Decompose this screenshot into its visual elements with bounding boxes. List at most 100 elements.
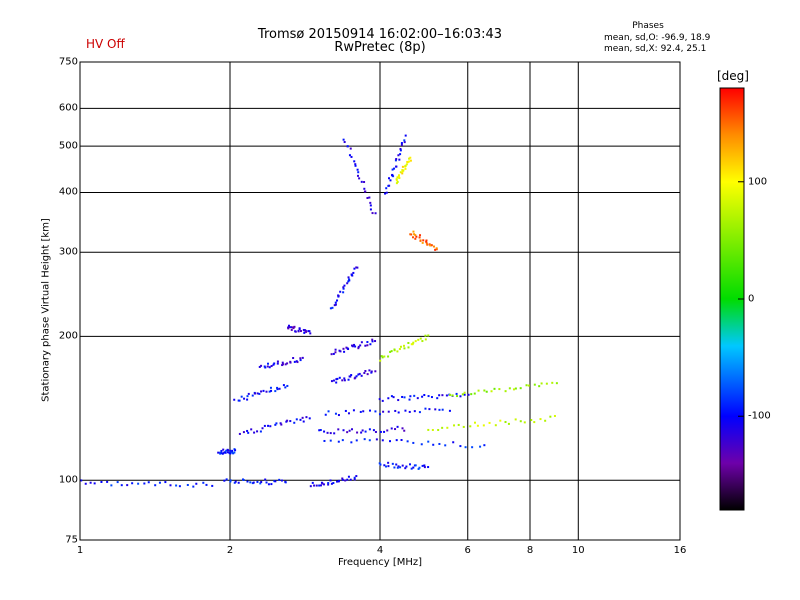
echo-point: [357, 373, 360, 376]
phases-x-stats: mean, sd,X: 92.4, 25.1: [604, 44, 707, 54]
echo-point: [434, 248, 437, 251]
echo-point: [337, 294, 340, 297]
echo-point: [426, 243, 429, 246]
echo-point: [427, 440, 430, 443]
echo-point: [519, 420, 522, 423]
echo-point: [347, 475, 350, 478]
echo-point: [311, 481, 314, 484]
echo-point: [330, 353, 333, 356]
echo-point: [355, 475, 358, 478]
echo-point: [371, 340, 374, 343]
echo-point: [339, 350, 342, 353]
echo-point: [390, 174, 393, 177]
echo-point: [260, 364, 263, 367]
echo-point: [395, 463, 398, 466]
echo-point: [371, 338, 374, 341]
echo-point: [412, 341, 415, 344]
echo-point: [120, 484, 123, 487]
echo-point: [347, 378, 350, 381]
echo-point: [407, 341, 410, 344]
echo-point: [356, 266, 359, 269]
echo-point: [222, 452, 225, 455]
echo-point: [461, 393, 464, 396]
echo-point: [249, 481, 252, 484]
echo-point: [551, 381, 554, 384]
echo-point: [229, 480, 232, 483]
echo-point: [366, 196, 369, 199]
echo-point: [392, 175, 395, 178]
echo-point: [424, 407, 427, 410]
echo-point: [378, 462, 381, 465]
echo-point: [351, 428, 354, 431]
echo-point: [251, 394, 254, 397]
y-tick-label: 600: [58, 102, 78, 114]
echo-point: [414, 234, 417, 237]
echo-point: [234, 449, 237, 452]
echo-point: [403, 141, 406, 144]
x-tick-label: 8: [526, 545, 534, 556]
echo-point: [363, 438, 366, 441]
echo-point: [412, 466, 415, 469]
echo-point: [131, 482, 134, 485]
echo-point: [396, 180, 399, 183]
echo-point: [490, 390, 493, 393]
echo-point: [260, 480, 263, 483]
echo-point: [404, 134, 407, 137]
echo-point: [397, 154, 400, 157]
echo-point: [473, 421, 476, 424]
colorbar-tick-label: 0: [748, 293, 755, 305]
echo-point: [362, 410, 365, 413]
echo-point: [284, 481, 287, 484]
echo-point: [323, 439, 326, 442]
echo-point: [395, 165, 398, 168]
echo-point: [305, 416, 308, 419]
echo-point: [418, 466, 421, 469]
echo-point: [408, 410, 411, 413]
echo-point: [321, 482, 324, 485]
echo-point: [346, 282, 349, 285]
echo-point: [307, 330, 310, 333]
echo-point: [234, 480, 237, 483]
echo-point: [540, 382, 543, 385]
echo-point: [432, 443, 435, 446]
echo-point: [226, 451, 229, 454]
echo-point: [275, 422, 278, 425]
echo-point: [299, 330, 302, 333]
echo-point: [195, 482, 198, 485]
echo-point: [343, 350, 346, 353]
echo-point: [412, 236, 415, 239]
echo-point: [347, 348, 350, 351]
echo-point: [483, 444, 486, 447]
echo-point: [331, 306, 334, 309]
echo-point: [284, 363, 287, 366]
echo-point: [229, 449, 232, 452]
echo-point: [434, 408, 437, 411]
echo-point: [387, 461, 390, 464]
echo-point: [538, 385, 541, 388]
echo-point: [211, 484, 214, 487]
echo-point: [400, 143, 403, 146]
echo-point: [256, 430, 259, 433]
echo-point: [396, 350, 399, 353]
echo-point: [342, 287, 345, 290]
echo-point: [425, 239, 428, 242]
echo-point: [419, 337, 422, 340]
echo-point: [356, 168, 359, 171]
echo-point: [424, 334, 427, 337]
echo-point: [302, 420, 305, 423]
echo-point: [350, 155, 353, 158]
echo-point: [269, 425, 272, 428]
echo-point: [423, 394, 426, 397]
echo-point: [322, 483, 325, 486]
echo-point: [262, 389, 265, 392]
echo-point: [399, 466, 402, 469]
echo-point: [512, 388, 515, 391]
echo-point: [360, 431, 363, 434]
echo-point: [222, 448, 225, 451]
echo-point: [553, 414, 556, 417]
echo-point: [464, 446, 467, 449]
echo-point: [238, 432, 241, 435]
echo-point: [409, 156, 412, 159]
echo-point: [533, 421, 536, 424]
echo-point: [341, 477, 344, 480]
